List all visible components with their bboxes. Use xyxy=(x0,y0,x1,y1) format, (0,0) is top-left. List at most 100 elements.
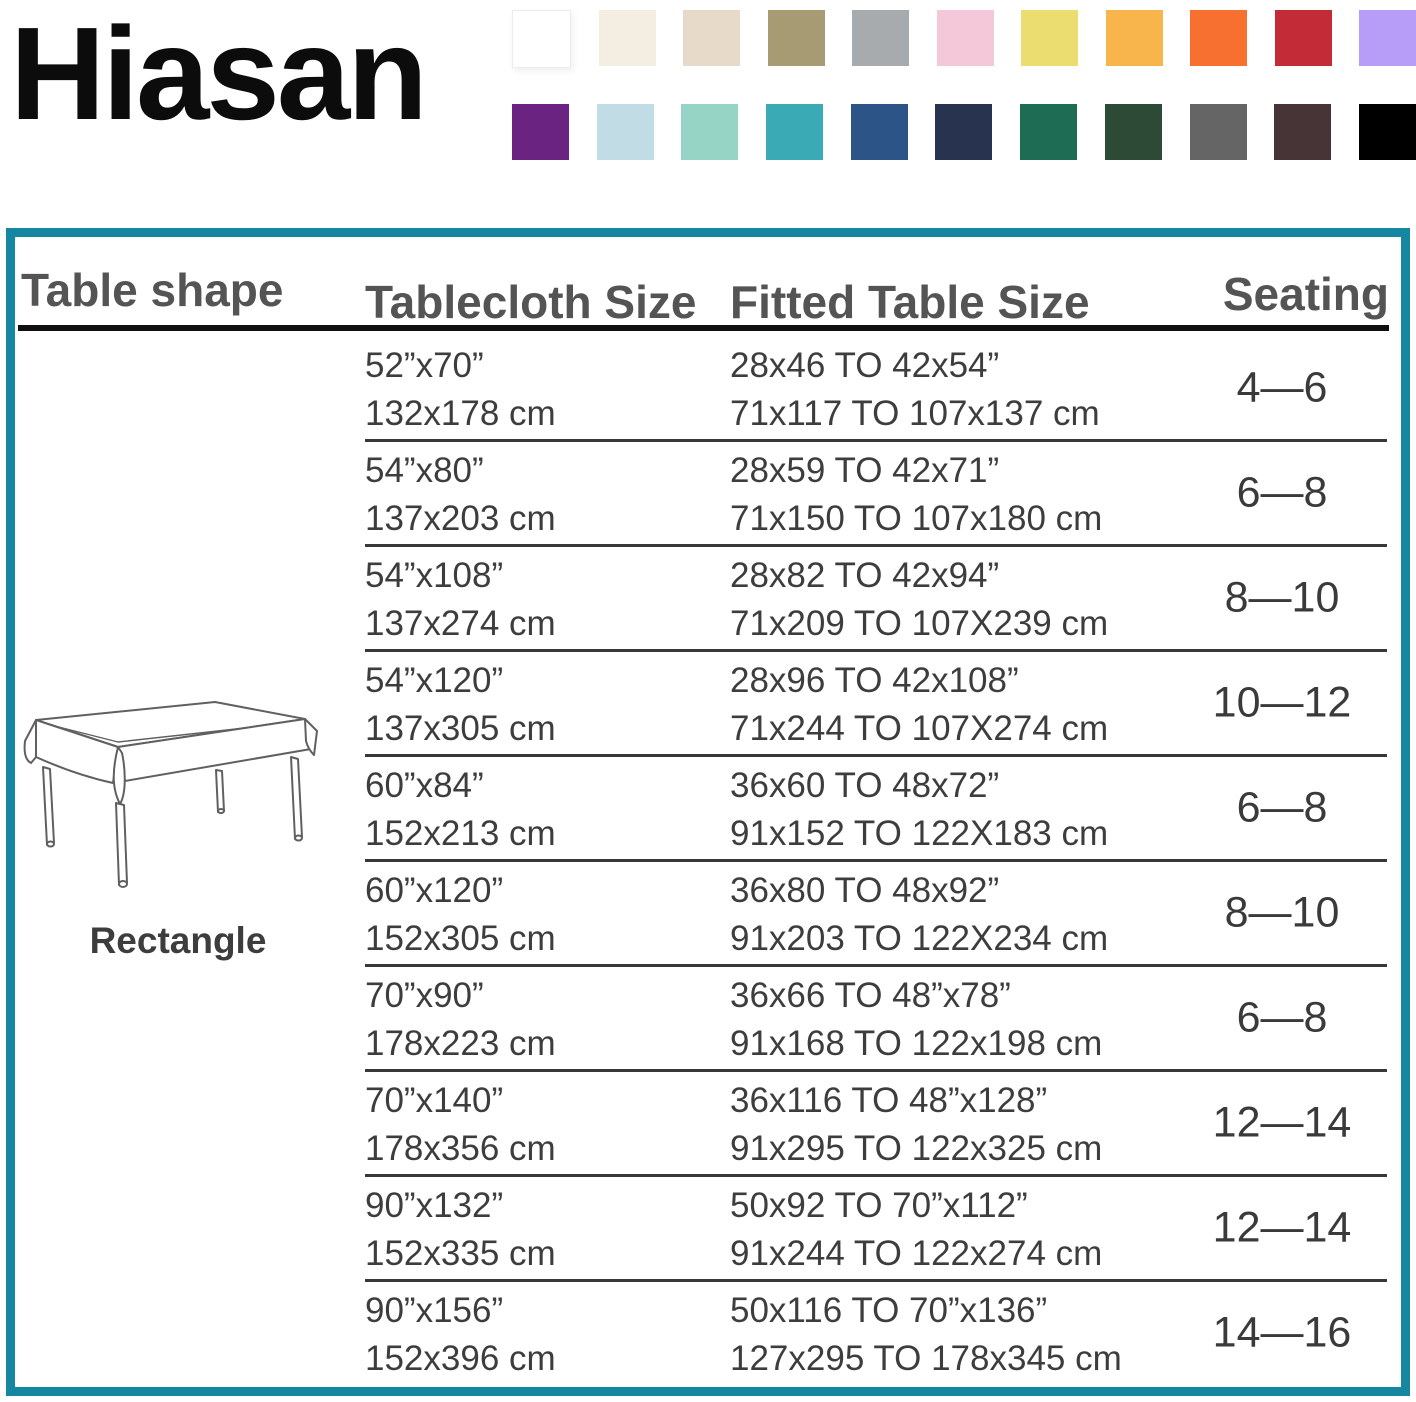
tablecloth-size-in: 60”x84” xyxy=(365,766,484,805)
row-divider xyxy=(365,754,1387,757)
swatch-navy xyxy=(935,104,993,160)
seating-value: 12—14 xyxy=(1212,1203,1352,1251)
tablecloth-size-cm: 137x274 cm xyxy=(365,604,556,643)
tablecloth-size-cm: 137x305 cm xyxy=(365,709,556,748)
seating-value: 4—6 xyxy=(1236,363,1328,411)
seating-value: 8—10 xyxy=(1224,888,1340,936)
header-underline xyxy=(18,325,1389,331)
seating-value: 14—16 xyxy=(1212,1308,1352,1356)
rectangle-table-illustration xyxy=(23,701,318,888)
swatch-yellow xyxy=(1021,10,1078,66)
swatch-brown xyxy=(1274,104,1332,160)
fitted-size-in: 36x66 TO 48”x78” xyxy=(730,976,1011,1015)
tablecloth-size-cm: 137x203 cm xyxy=(365,499,556,538)
column-header-seating: Seating xyxy=(1222,268,1389,320)
fitted-size-cm: 91x203 TO 122X234 cm xyxy=(730,919,1109,958)
fitted-size-in: 36x60 TO 48x72” xyxy=(730,766,1000,805)
fitted-size-cm: 71x209 TO 107X239 cm xyxy=(730,604,1109,643)
fitted-size-cm: 91x168 TO 122x198 cm xyxy=(730,1024,1103,1063)
swatch-taupe xyxy=(767,10,825,66)
row-divider xyxy=(365,649,1387,652)
tablecloth-size-cm: 152x396 cm xyxy=(365,1339,556,1378)
table-row: 52”x70” 132x178 cm 28x46 TO 42x54” 71x117 … xyxy=(15,335,1395,442)
fitted-size-cm: 71x150 TO 107x180 cm xyxy=(730,499,1103,538)
tablecloth-size-in: 70”x140” xyxy=(365,1081,504,1120)
row-divider xyxy=(365,1069,1387,1072)
swatch-white xyxy=(512,10,571,68)
tablecloth-size-cm: 152x213 cm xyxy=(365,814,556,853)
swatch-beige xyxy=(683,10,740,66)
tablecloth-size-in: 54”x120” xyxy=(365,661,504,700)
table-row: 90”x156” 152x396 cm 50x116 TO 70”x136” 127… xyxy=(15,1280,1395,1385)
swatch-dark-gray xyxy=(1189,104,1247,160)
seating-value: 6—8 xyxy=(1236,468,1328,516)
tablecloth-size-in: 54”x80” xyxy=(365,451,484,490)
table-row: 70”x140” 178x356 cm 36x116 TO 48”x128” 91x… xyxy=(15,1070,1395,1177)
tablecloth-size-in: 60”x120” xyxy=(365,871,504,910)
swatch-row-2 xyxy=(512,104,1416,160)
column-header-fitted-table-size: Fitted Table Size xyxy=(730,276,1090,328)
fitted-size-cm: 71x244 TO 107X274 cm xyxy=(730,709,1109,748)
swatch-forest xyxy=(1104,104,1162,160)
fitted-size-cm: 91x152 TO 122X183 cm xyxy=(730,814,1109,853)
row-divider xyxy=(365,544,1387,547)
swatch-orange xyxy=(1190,10,1247,66)
seating-value: 10—12 xyxy=(1212,678,1352,726)
tablecloth-size-in: 54”x108” xyxy=(365,556,504,595)
tablecloth-size-cm: 178x223 cm xyxy=(365,1024,556,1063)
tablecloth-size-in: 90”x156” xyxy=(365,1291,504,1330)
row-divider xyxy=(365,1174,1387,1177)
fitted-size-in: 36x80 TO 48x92” xyxy=(730,871,1000,910)
tablecloth-size-cm: 152x305 cm xyxy=(365,919,556,958)
swatch-green xyxy=(1020,104,1078,160)
seating-value: 6—8 xyxy=(1236,993,1328,1041)
row-divider xyxy=(365,859,1387,862)
brand-logo: Hiasan xyxy=(10,0,428,147)
row-divider xyxy=(365,439,1387,442)
fitted-size-cm: 91x295 TO 122x325 cm xyxy=(730,1129,1103,1168)
tablecloth-size-in: 52”x70” xyxy=(365,346,484,385)
swatch-red xyxy=(1274,10,1332,66)
fitted-size-in: 28x46 TO 42x54” xyxy=(730,346,1000,385)
table-row: 54”x80” 137x203 cm 28x59 TO 42x71” 71x150 … xyxy=(15,440,1395,547)
shape-label: Rectangle xyxy=(89,920,267,961)
fitted-size-in: 28x59 TO 42x71” xyxy=(730,451,1000,490)
tablecloth-size-cm: 178x356 cm xyxy=(365,1129,556,1168)
swatch-ivory xyxy=(598,10,656,66)
table-row: 90”x132” 152x335 cm 50x92 TO 70”x112” 91x2… xyxy=(15,1175,1395,1282)
table-row: 60”x120” 152x305 cm 36x80 TO 48x92” 91x203… xyxy=(15,860,1395,967)
swatch-light-blue xyxy=(596,104,654,160)
fitted-size-cm: 127x295 TO 178x345 cm xyxy=(730,1339,1122,1378)
column-header-table-shape: Table shape xyxy=(21,264,284,316)
tablecloth-size-in: 90”x132” xyxy=(365,1186,504,1225)
swatch-row-1 xyxy=(512,10,1416,68)
fitted-size-cm: 91x244 TO 122x274 cm xyxy=(730,1234,1103,1273)
swatch-lavender xyxy=(1359,10,1416,66)
tablecloth-size-in: 70”x90” xyxy=(365,976,484,1015)
row-divider xyxy=(365,1279,1387,1282)
size-chart-table: Table shape Tablecloth Size Fitted Table… xyxy=(6,228,1410,1396)
swatch-teal xyxy=(766,104,824,160)
fitted-size-in: 28x82 TO 42x94” xyxy=(730,556,1000,595)
fitted-size-in: 50x92 TO 70”x112” xyxy=(730,1186,1028,1225)
fitted-size-in: 50x116 TO 70”x136” xyxy=(730,1291,1048,1330)
table-row: 70”x90” 178x223 cm 36x66 TO 48”x78” 91x168… xyxy=(15,965,1395,1072)
column-header-tablecloth-size: Tablecloth Size xyxy=(365,276,697,328)
tablecloth-size-cm: 132x178 cm xyxy=(365,394,556,433)
swatch-black xyxy=(1358,104,1416,160)
table-row: 54”x108” 137x274 cm 28x82 TO 42x94” 71x209… xyxy=(15,545,1395,652)
table-row: 54”x120” 137x305 cm 28x96 TO 42x108” 71x24… xyxy=(15,650,1395,757)
tablecloth-size-cm: 152x335 cm xyxy=(365,1234,556,1273)
color-swatch-band xyxy=(500,0,1416,170)
size-rows: 52”x70” 132x178 cm 28x46 TO 42x54” 71x117 … xyxy=(15,335,1395,1385)
swatch-marigold xyxy=(1105,10,1163,66)
fitted-size-cm: 71x117 TO 107x137 cm xyxy=(730,394,1100,433)
swatch-aqua xyxy=(681,104,739,160)
swatch-pink xyxy=(936,10,994,66)
fitted-size-in: 36x116 TO 48”x128” xyxy=(730,1081,1048,1120)
seating-value: 8—10 xyxy=(1224,573,1340,621)
seating-value: 12—14 xyxy=(1212,1098,1352,1146)
swatch-blue xyxy=(850,104,908,160)
row-divider xyxy=(365,964,1387,967)
seating-value: 6—8 xyxy=(1236,783,1328,831)
